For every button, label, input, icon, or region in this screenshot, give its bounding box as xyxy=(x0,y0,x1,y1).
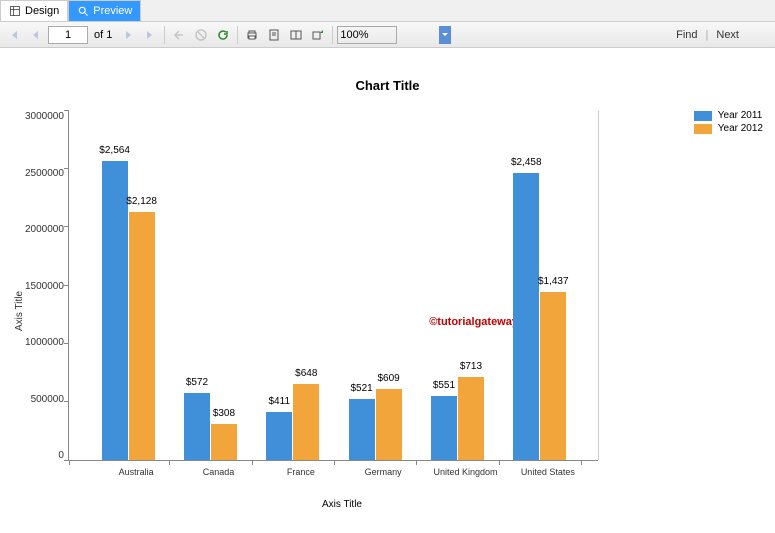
chart-bar: $308 xyxy=(211,424,237,460)
chart-bar: $2,128 xyxy=(129,212,155,460)
chart-bar: $521 xyxy=(349,399,375,460)
y-tick-label: 3000000 xyxy=(25,111,64,122)
report-toolbar: of 1 100% Find | Next xyxy=(0,22,775,48)
x-tick-label: Canada xyxy=(203,467,235,477)
zoom-select[interactable]: 100% xyxy=(337,26,397,44)
tab-design[interactable]: Design xyxy=(0,0,68,21)
find-next-button[interactable]: Next xyxy=(716,29,739,41)
toolbar-separator: | xyxy=(700,29,715,41)
bar-group: $572$308 xyxy=(184,393,237,460)
preview-icon xyxy=(77,5,89,17)
design-icon xyxy=(9,5,21,17)
x-tick-label: France xyxy=(287,467,315,477)
bar-value-label: $648 xyxy=(281,368,331,379)
x-tick-label: Germany xyxy=(365,467,402,477)
y-tick-label: 1500000 xyxy=(25,281,64,292)
chart-bar: $713 xyxy=(458,377,484,460)
legend-label: Year 2011 xyxy=(718,110,763,121)
chart-bar: $572 xyxy=(184,393,210,460)
report-viewer: Chart Title Axis Title 3000000 2500000 200… xyxy=(0,48,775,520)
tab-design-label: Design xyxy=(25,5,59,17)
y-tick-label: 2000000 xyxy=(25,224,64,235)
chart-bar: $609 xyxy=(376,389,402,460)
x-axis-labels: Australia Canada France Germany United Kingd… xyxy=(77,461,607,489)
bar-value-label: $2,458 xyxy=(501,157,551,168)
bar-value-label: $713 xyxy=(446,361,496,372)
page-setup-button[interactable] xyxy=(286,25,306,45)
zoom-dropdown-button[interactable] xyxy=(439,26,451,44)
legend-label: Year 2012 xyxy=(718,123,763,134)
legend-swatch xyxy=(694,124,712,134)
y-axis-ticks: 3000000 2500000 2000000 1500000 1000000 50000… xyxy=(25,111,68,461)
chart-bar: $2,458 xyxy=(513,173,539,460)
tab-preview-label: Preview xyxy=(93,5,132,17)
page-of-label: of 1 xyxy=(90,29,116,41)
bar-value-label: $1,437 xyxy=(528,276,578,287)
chart-bar: $411 xyxy=(266,412,292,460)
first-page-button[interactable] xyxy=(4,25,24,45)
x-tick-label: Australia xyxy=(119,467,154,477)
tab-preview[interactable]: Preview xyxy=(68,0,141,21)
last-page-button[interactable] xyxy=(140,25,160,45)
chart-bar: $648 xyxy=(293,384,319,460)
y-tick-label: 1000000 xyxy=(25,337,64,348)
y-tick-label: 2500000 xyxy=(25,168,64,179)
y-axis-title: Axis Title xyxy=(10,111,25,510)
y-tick-label: 500000 xyxy=(31,394,64,405)
stop-button[interactable] xyxy=(191,25,211,45)
print-layout-button[interactable] xyxy=(264,25,284,45)
bar-group: $2,564$2,128 xyxy=(102,161,155,460)
bar-value-label: $609 xyxy=(364,373,414,384)
bar-value-label: $2,564 xyxy=(90,145,140,156)
next-page-button[interactable] xyxy=(118,25,138,45)
x-tick-label: United States xyxy=(521,467,575,477)
page-number-input[interactable] xyxy=(48,26,88,44)
bar-group: $551$713 xyxy=(431,377,484,460)
back-button[interactable] xyxy=(169,25,189,45)
legend-item: Year 2012 xyxy=(694,123,763,134)
bar-value-label: $308 xyxy=(199,408,249,419)
find-button[interactable]: Find xyxy=(676,29,697,41)
refresh-button[interactable] xyxy=(213,25,233,45)
bar-group: $521$609 xyxy=(349,389,402,460)
legend-item: Year 2011 xyxy=(694,110,763,121)
chart-title: Chart Title xyxy=(10,78,765,93)
bar-value-label: $572 xyxy=(172,377,222,388)
x-axis-title: Axis Title xyxy=(77,499,607,510)
prev-page-button[interactable] xyxy=(26,25,46,45)
chart-legend: Year 2011 Year 2012 xyxy=(694,110,763,136)
chart-bar: $551 xyxy=(431,396,457,460)
tab-bar: Design Preview xyxy=(0,0,775,22)
print-button[interactable] xyxy=(242,25,262,45)
bar-value-label: $2,128 xyxy=(117,196,167,207)
chart-plot-area: ©tutorialgateway.org $2,564$2,128$572$30… xyxy=(68,111,598,461)
x-tick-label: United Kingdom xyxy=(433,467,497,477)
legend-swatch xyxy=(694,111,712,121)
bar-group: $2,458$1,437 xyxy=(513,173,566,460)
export-button[interactable] xyxy=(308,25,328,45)
chart-bar: $1,437 xyxy=(540,292,566,460)
bar-group: $411$648 xyxy=(266,384,319,460)
